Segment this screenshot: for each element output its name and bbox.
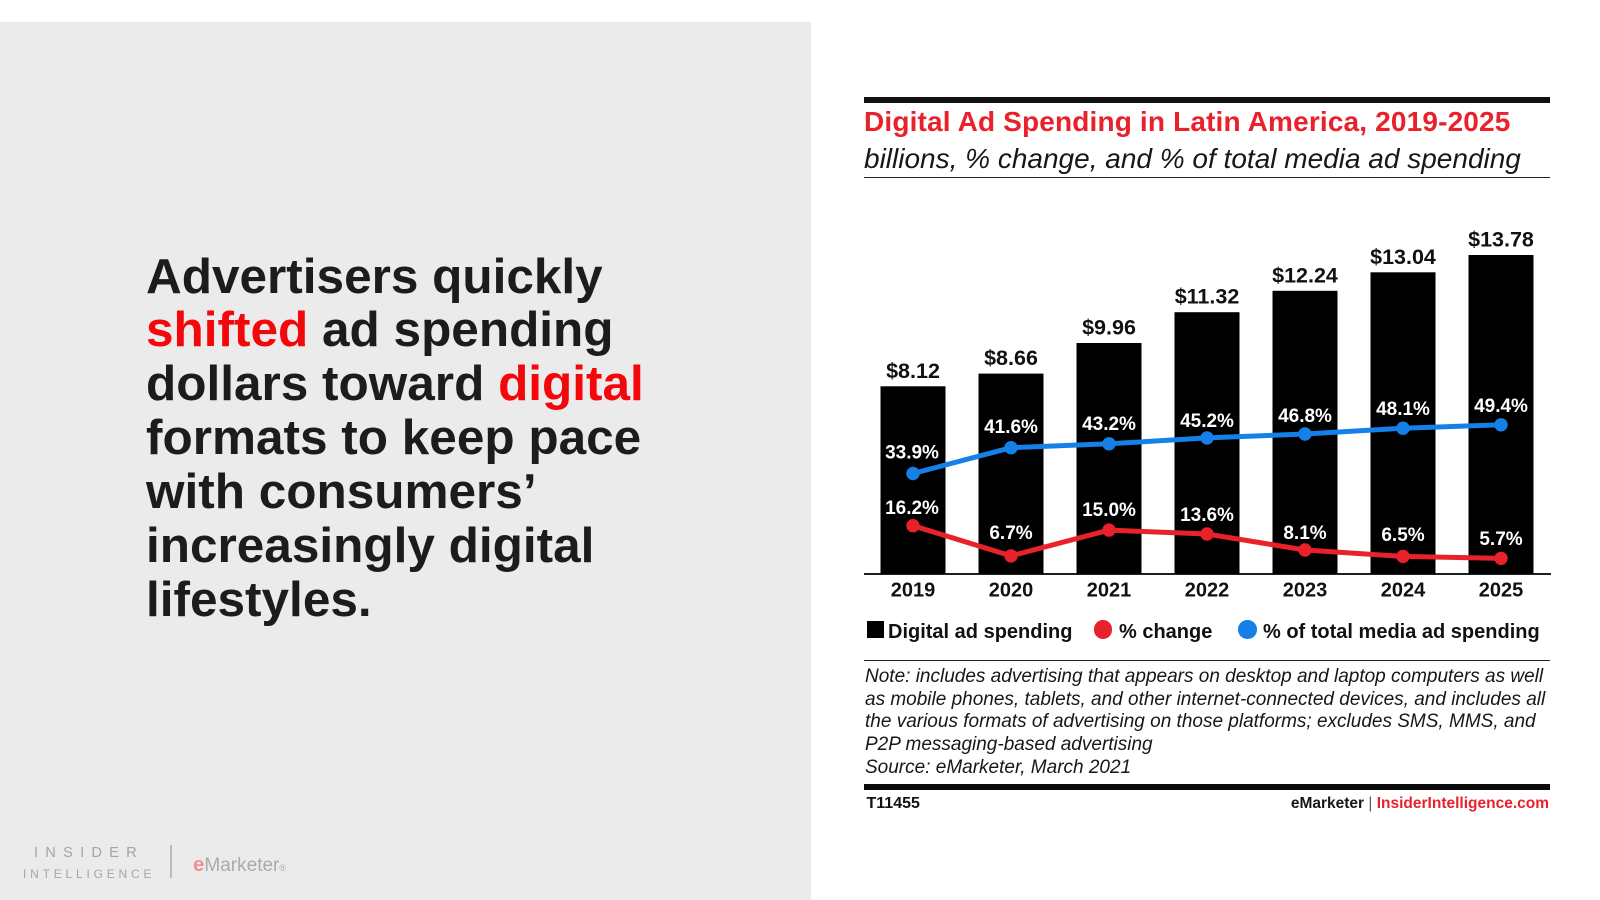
svg-text:$13.78: $13.78 — [1468, 228, 1534, 252]
svg-text:2021: 2021 — [1087, 580, 1132, 602]
svg-text:$9.96: $9.96 — [1082, 316, 1136, 340]
svg-text:46.8%: 46.8% — [1278, 406, 1332, 427]
svg-text:6.5%: 6.5% — [1381, 525, 1424, 546]
svg-text:45.2%: 45.2% — [1180, 411, 1234, 432]
svg-text:2020: 2020 — [989, 580, 1034, 602]
svg-text:$11.32: $11.32 — [1175, 285, 1240, 309]
svg-text:8.1%: 8.1% — [1283, 523, 1326, 544]
svg-text:2022: 2022 — [1185, 580, 1230, 602]
svg-text:48.1%: 48.1% — [1376, 399, 1430, 420]
svg-text:43.2%: 43.2% — [1082, 414, 1136, 435]
svg-text:5.7%: 5.7% — [1479, 529, 1522, 550]
svg-text:$8.12: $8.12 — [886, 359, 940, 383]
svg-text:2023: 2023 — [1283, 580, 1328, 602]
svg-text:$13.04: $13.04 — [1370, 245, 1436, 269]
svg-text:33.9%: 33.9% — [885, 442, 939, 463]
svg-text:2024: 2024 — [1381, 580, 1426, 602]
svg-text:6.7%: 6.7% — [989, 523, 1032, 544]
svg-text:$12.24: $12.24 — [1272, 263, 1338, 287]
svg-text:15.0%: 15.0% — [1082, 500, 1136, 521]
svg-text:41.6%: 41.6% — [984, 417, 1038, 438]
svg-text:13.6%: 13.6% — [1180, 505, 1234, 526]
svg-text:$8.66: $8.66 — [984, 346, 1038, 370]
svg-text:16.2%: 16.2% — [885, 498, 939, 519]
svg-text:2025: 2025 — [1479, 580, 1524, 602]
svg-text:2019: 2019 — [891, 580, 936, 602]
svg-text:49.4%: 49.4% — [1474, 396, 1528, 417]
